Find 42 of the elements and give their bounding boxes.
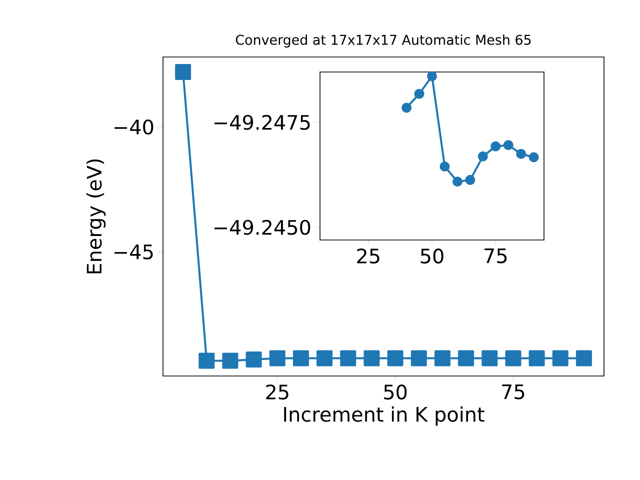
point [505, 350, 522, 366]
point [434, 350, 450, 366]
x-tick-label: 25 [357, 248, 380, 264]
y-axis-title: Energy (eV) [86, 159, 106, 274]
x-tick-label: 50 [384, 384, 407, 400]
point [490, 141, 501, 152]
point [458, 350, 474, 366]
point [364, 350, 380, 366]
y-tick-label: −45 [114, 244, 153, 260]
x-axis-title: Increment in K point [284, 406, 484, 426]
point [175, 64, 192, 80]
point [316, 350, 333, 366]
x-tick-label: 75 [502, 384, 524, 400]
point [414, 88, 424, 99]
point [503, 140, 514, 150]
point [427, 71, 437, 82]
point [552, 350, 568, 366]
point [528, 152, 539, 162]
x-tick-label: 25 [266, 384, 288, 400]
x-tick-label: 75 [484, 248, 507, 264]
point [222, 352, 238, 369]
point [440, 162, 450, 172]
point [452, 176, 462, 187]
point [198, 352, 215, 369]
point [478, 151, 488, 162]
point [528, 350, 545, 366]
point [410, 350, 427, 366]
y-tick-label: −40 [114, 119, 154, 135]
point [387, 350, 404, 366]
point [516, 148, 526, 159]
point [402, 102, 412, 113]
point [465, 174, 476, 185]
point [482, 350, 498, 366]
y-tick-label: −49.2475 [214, 114, 310, 130]
point [340, 350, 356, 366]
y-tick-label: −49.2450 [214, 220, 310, 235]
point [246, 352, 262, 368]
point [269, 350, 286, 366]
chart-title: Converged at 17x17x17 Automatic Mesh 65 [236, 34, 531, 48]
point [576, 350, 592, 366]
point [292, 350, 309, 366]
x-tick-label: 50 [420, 248, 444, 264]
